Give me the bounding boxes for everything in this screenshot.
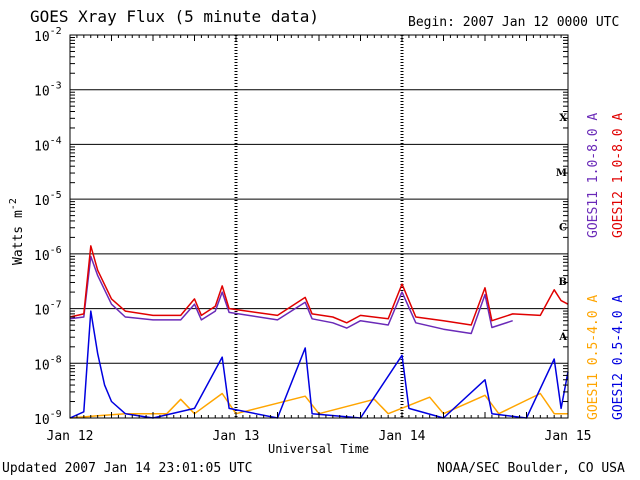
series-lines (69, 245, 569, 419)
flare-class-label: M (556, 168, 567, 179)
grid-lines (70, 35, 568, 418)
x-tick-label: Jan 15 (545, 429, 592, 444)
x-tick-label: Jan 13 (213, 429, 260, 444)
flare-class-label: A (558, 332, 567, 343)
legend-entry: GOES12 1.0-8.0 A (611, 113, 626, 238)
series-goes11-1-0-8-0-a (69, 255, 513, 335)
y-tick-label: 10-8 (34, 354, 62, 373)
updated-timestamp: Updated 2007 Jan 14 23:01:05 UTC (2, 461, 253, 476)
series-goes12-0-5-4-0-a (69, 310, 569, 419)
begin-date-label: Begin: 2007 Jan 12 0000 UTC (408, 15, 620, 30)
legend-entry: GOES12 0.5-4.0 A (611, 295, 626, 420)
y-tick-label: 10-3 (34, 81, 62, 100)
chart-title: GOES Xray Flux (5 minute data) (30, 7, 319, 26)
legend-entry: GOES11 1.0-8.0 A (586, 113, 601, 238)
y-tick-label: 10-7 (34, 300, 62, 319)
y-tick-label: 10-9 (34, 409, 62, 428)
plot-frame (69, 34, 569, 419)
legend: GOES11 1.0-8.0 A GOES12 1.0-8.0 A GOES11 0… (586, 113, 626, 420)
y-axis-label: Watts m-2 (8, 198, 26, 265)
x-tick-label: Jan 14 (379, 429, 426, 444)
credit-label: NOAA/SEC Boulder, CO USA (437, 461, 625, 476)
axis-ticks (69, 35, 569, 418)
y-tick-label: 10-5 (34, 190, 62, 209)
y-tick-label: 10-4 (34, 135, 62, 154)
y-tick-label: 10-2 (34, 26, 62, 45)
y-tick-label: 10-6 (34, 245, 62, 264)
x-axis-label: Universal Time (268, 442, 370, 456)
flare-class-label: X (559, 113, 567, 124)
x-tick-label: Jan 12 (47, 429, 94, 444)
flare-class-label: C (559, 223, 567, 234)
flare-class-label: B (559, 277, 567, 288)
axis-labels: Jan 12 Jan 13 Jan 14 Jan 15 10-9 10-8 10-7 10-6… (8, 26, 591, 444)
legend-entry: GOES11 0.5-4.0 A (586, 295, 601, 420)
series-goes12-1-0-8-0-a (69, 245, 569, 326)
